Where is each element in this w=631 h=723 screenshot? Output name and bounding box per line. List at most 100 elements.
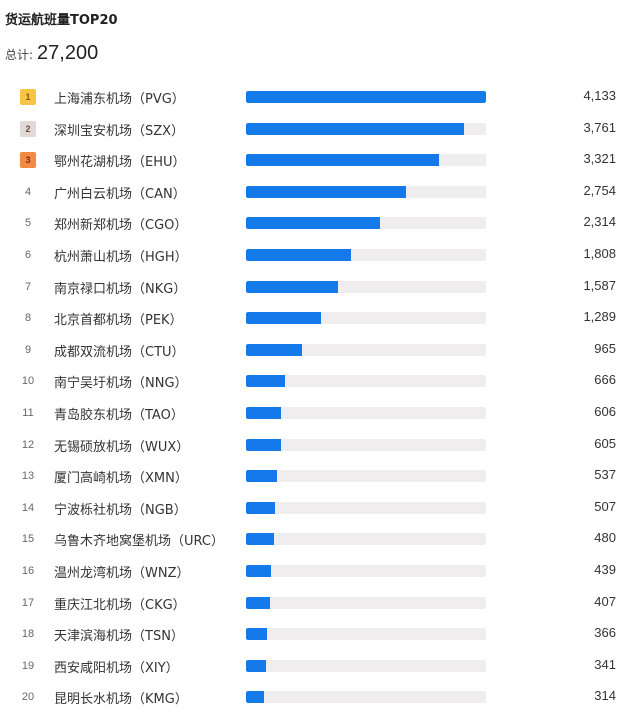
bar-track — [246, 343, 486, 356]
rank-number: 14 — [21, 501, 35, 514]
rank-number: 10 — [21, 375, 35, 388]
chart-title: 货运航班量TOP20 — [5, 13, 118, 28]
list-item: 9 成都双流机场（CTU） 965 — [0, 337, 631, 369]
list-item: 11 青岛胶东机场（TAO） 606 — [0, 400, 631, 432]
rank-number: 9 — [24, 343, 32, 356]
airport-name: 厦门高崎机场（XMN） — [54, 471, 188, 487]
airport-name: 昆明长水机场（KMG） — [54, 692, 188, 708]
flight-count: 1,289 — [583, 309, 616, 325]
list-item: 19 西安咸阳机场（XIY） 341 — [0, 653, 631, 685]
bar-track — [246, 91, 486, 103]
airport-name: 天津滨海机场（TSN） — [54, 629, 184, 645]
airport-name: 北京首都机场（PEK） — [54, 313, 183, 329]
bar-fill — [246, 91, 486, 103]
airport-name: 无锡硕放机场（WUX） — [54, 439, 190, 455]
airport-name: 杭州萧山机场（HGH） — [54, 249, 188, 265]
bar-fill — [246, 122, 465, 135]
list-item: 20 昆明长水机场（KMG） 314 — [0, 684, 631, 716]
ranking-list: 1 上海浦东机场（PVG） 4,133 2 深圳宝安机场（SZX） 3,761 3 鄂州花湖机… — [0, 84, 631, 716]
list-item: 16 温州龙湾机场（WNZ） 439 — [0, 558, 631, 590]
bar-fill — [246, 596, 270, 609]
flight-count: 341 — [594, 656, 616, 672]
airport-name: 上海浦东机场（PVG） — [54, 92, 185, 107]
rank-number: 5 — [24, 217, 32, 230]
flight-count: 407 — [594, 593, 616, 609]
rank-number: 16 — [21, 564, 35, 577]
bar-track — [246, 154, 486, 167]
bar-fill — [246, 217, 381, 230]
rank-number: 8 — [24, 312, 32, 325]
bar-track — [246, 628, 486, 641]
list-item: 17 重庆江北机场（CKG） 407 — [0, 590, 631, 622]
airport-name: 重庆江北机场（CKG） — [54, 597, 186, 613]
list-item: 3 鄂州花湖机场（EHU） 3,321 — [0, 147, 631, 179]
rank-badge: 2 — [20, 120, 36, 137]
rank-number: 6 — [24, 248, 32, 261]
bar-fill — [246, 312, 321, 325]
flight-count: 2,314 — [583, 214, 616, 230]
bar-track — [246, 501, 486, 514]
list-item: 12 无锡硕放机场（WUX） 605 — [0, 432, 631, 464]
list-item: 8 北京首都机场（PEK） 1,289 — [0, 305, 631, 337]
bar-track — [246, 596, 486, 609]
airport-name: 广州白云机场（CAN） — [54, 186, 186, 202]
bar-track — [246, 564, 486, 577]
list-item: 7 南京禄口机场（NKG） 1,587 — [0, 274, 631, 306]
bar-fill — [246, 406, 282, 419]
airport-name: 乌鲁木齐地窝堡机场（URC） — [54, 534, 224, 550]
bar-track — [246, 406, 486, 419]
flight-count: 4,133 — [583, 88, 616, 103]
airport-name: 成都双流机场（CTU） — [54, 344, 185, 360]
bar-track — [246, 533, 486, 546]
list-item: 15 乌鲁木齐地窝堡机场（URC） 480 — [0, 526, 631, 558]
bar-fill — [246, 280, 339, 293]
airport-name: 郑州新郑机场（CGO） — [54, 218, 188, 234]
bar-track — [246, 217, 486, 230]
rank-number: 17 — [21, 596, 35, 609]
bar-fill — [246, 154, 439, 167]
flight-count: 3,761 — [583, 119, 616, 135]
flight-count: 666 — [594, 372, 616, 388]
airport-name: 南京禄口机场（NKG） — [54, 281, 187, 297]
bar-fill — [246, 248, 351, 261]
airport-name: 宁波栎社机场（NGB） — [54, 502, 187, 518]
bar-fill — [246, 691, 265, 704]
flight-count: 480 — [594, 530, 616, 546]
bar-fill — [246, 533, 274, 546]
rank-badge: 3 — [20, 152, 36, 169]
bar-track — [246, 185, 486, 198]
airport-name: 青岛胶东机场（TAO） — [54, 407, 184, 423]
bar-fill — [246, 375, 285, 388]
bar-track — [246, 280, 486, 293]
list-item: 10 南宁吴圩机场（NNG） 666 — [0, 368, 631, 400]
rank-badge: 1 — [20, 89, 36, 105]
flight-count: 1,587 — [583, 277, 616, 293]
flight-count: 507 — [594, 498, 616, 514]
bar-track — [246, 312, 486, 325]
bar-track — [246, 438, 486, 451]
flight-count: 366 — [594, 625, 616, 641]
rank-number: 4 — [24, 185, 32, 198]
bar-fill — [246, 628, 268, 641]
bar-track — [246, 375, 486, 388]
bar-fill — [246, 438, 282, 451]
bar-fill — [246, 343, 303, 356]
bar-fill — [246, 501, 276, 514]
list-item: 5 郑州新郑机场（CGO） 2,314 — [0, 210, 631, 242]
total-value: 27,200 — [37, 42, 99, 64]
bar-fill — [246, 564, 272, 577]
flight-count: 314 — [594, 688, 616, 704]
list-item: 18 天津滨海机场（TSN） 366 — [0, 621, 631, 653]
bar-track — [246, 691, 486, 704]
flight-count: 605 — [594, 435, 616, 451]
bar-fill — [246, 185, 406, 198]
rank-number: 12 — [21, 438, 35, 451]
bar-fill — [246, 470, 278, 483]
flight-count: 3,321 — [583, 151, 616, 167]
airport-name: 南宁吴圩机场（NNG） — [54, 376, 188, 392]
rank-number: 19 — [21, 659, 35, 672]
flight-count: 606 — [594, 403, 616, 419]
airport-name: 西安咸阳机场（XIY） — [54, 660, 179, 676]
list-item: 2 深圳宝安机场（SZX） 3,761 — [0, 116, 631, 148]
airport-name: 温州龙湾机场（WNZ） — [54, 565, 190, 581]
